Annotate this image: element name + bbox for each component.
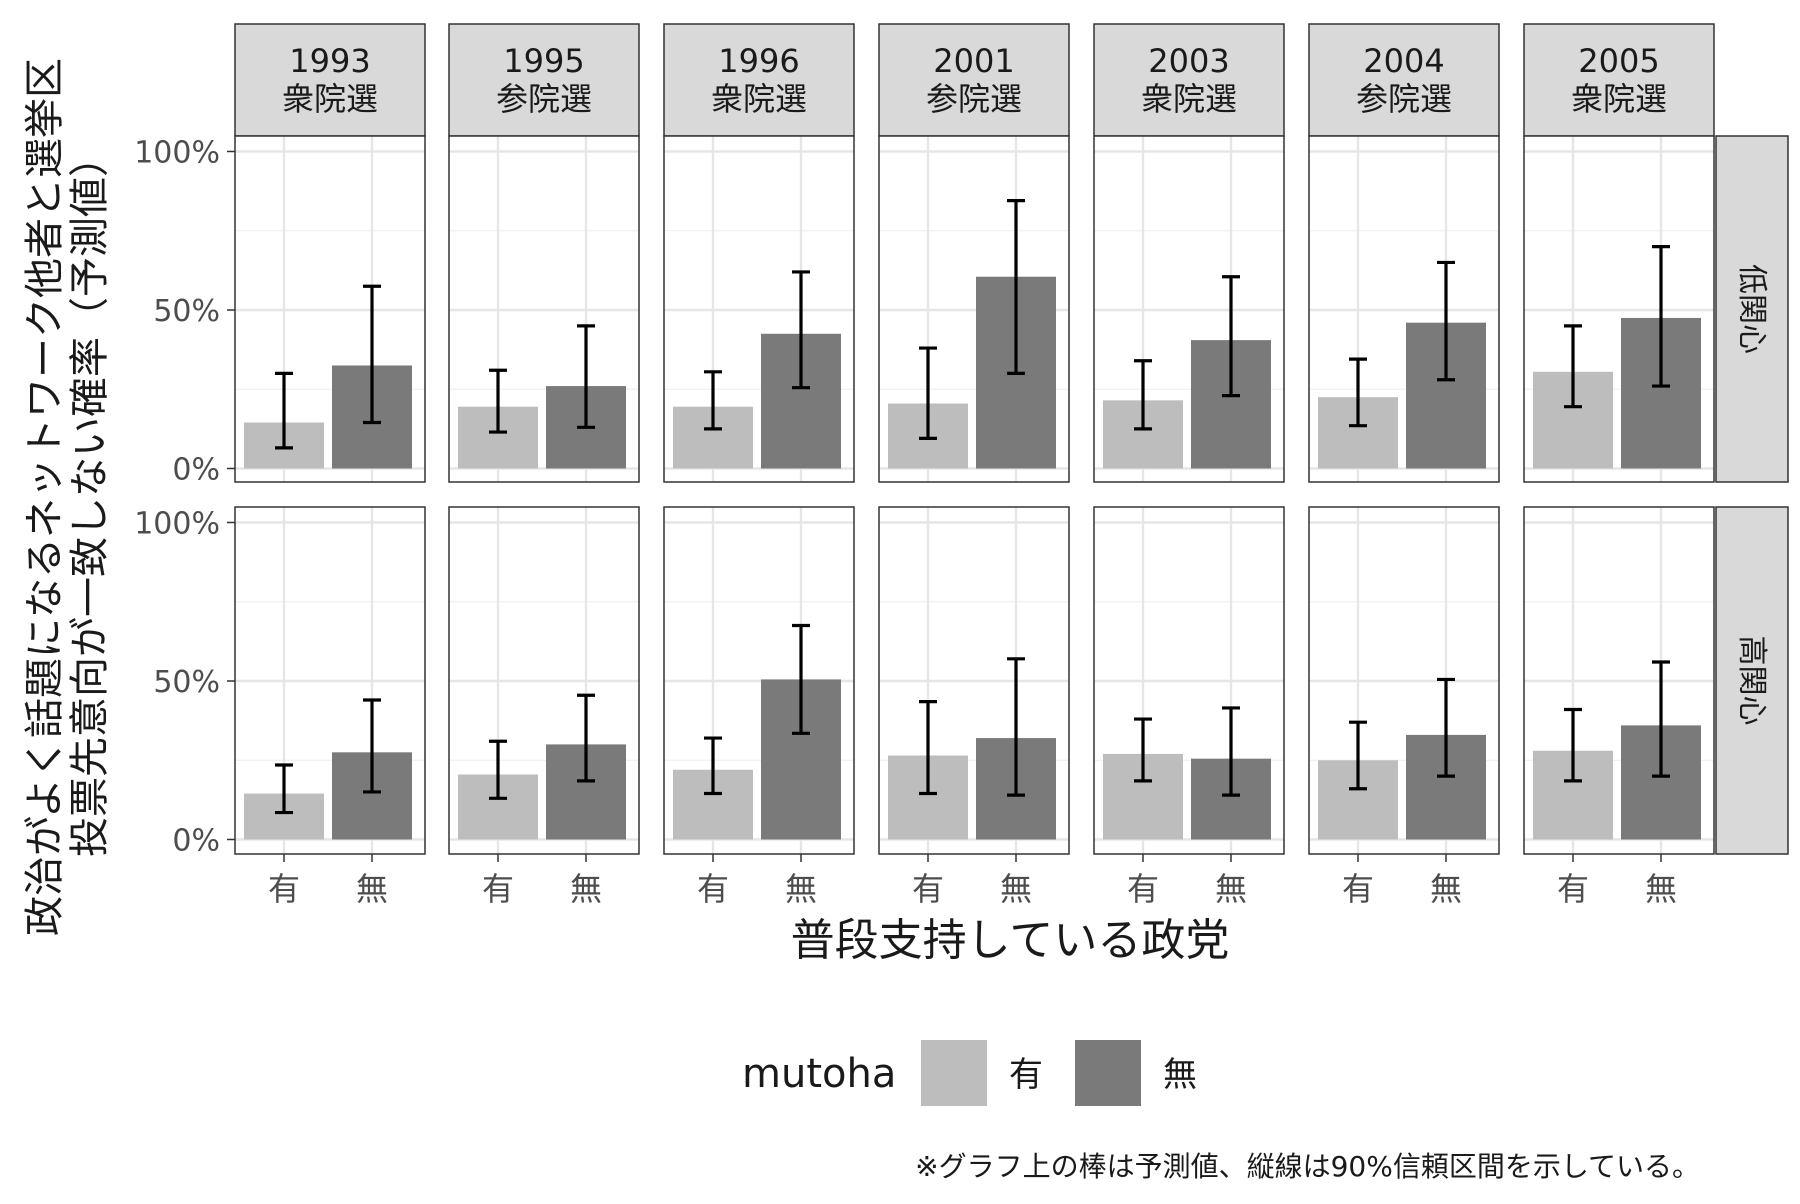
y-axis-title-line1: 政治がよく話題になるネットワーク他者と選挙区 — [22, 58, 68, 936]
facet-year-label: 2001 — [933, 42, 1014, 80]
panel-border — [878, 135, 1070, 483]
facet-election-label: 衆院選 — [282, 80, 378, 118]
facet-strip-5 — [1308, 23, 1500, 137]
x-tick-label: 無 — [1215, 870, 1247, 908]
y-tick-label: 50% — [153, 294, 220, 329]
facet-strip-4 — [1093, 23, 1285, 137]
x-tick-label: 有 — [1557, 870, 1589, 908]
legend-title: mutoha — [742, 1051, 896, 1097]
panel-border — [1523, 506, 1715, 855]
y-tick-label: 100% — [134, 507, 220, 542]
facet-year-label: 1993 — [289, 42, 370, 80]
x-tick-label: 無 — [356, 870, 388, 908]
panel-border — [448, 506, 640, 855]
y-tick-label: 50% — [153, 665, 220, 700]
facet-election-label: 衆院選 — [711, 80, 807, 118]
panel-border — [1308, 135, 1500, 483]
facet-election-label: 参院選 — [926, 80, 1022, 118]
facet-row-label: 低関心 — [1734, 264, 1769, 354]
x-tick-label: 無 — [1000, 870, 1032, 908]
panel-border — [234, 135, 426, 483]
panel-border — [663, 506, 855, 855]
caption: ※グラフ上の棒は予測値、縦線は90%信頼区間を示している。 — [915, 1150, 1700, 1183]
panel-border — [878, 506, 1070, 855]
facet-year-label: 2003 — [1148, 42, 1229, 80]
x-tick-label: 有 — [912, 870, 944, 908]
legend-swatch — [921, 1040, 987, 1106]
x-axis-title: 普段支持している政党 — [791, 915, 1230, 966]
x-tick-label: 有 — [1342, 870, 1374, 908]
x-tick-label: 有 — [482, 870, 514, 908]
facet-year-label: 1995 — [503, 42, 584, 80]
facet-election-label: 参院選 — [1356, 80, 1452, 118]
panel-border — [1093, 506, 1285, 855]
facet-strip-3 — [878, 23, 1070, 137]
facet-year-label: 1996 — [718, 42, 799, 80]
facet-strip-1 — [448, 23, 640, 137]
y-tick-label: 100% — [134, 136, 220, 171]
facet-election-label: 衆院選 — [1571, 80, 1667, 118]
x-tick-label: 有 — [697, 870, 729, 908]
panel-border — [663, 135, 855, 483]
facet-year-label: 2005 — [1578, 42, 1659, 80]
legend-swatch — [1075, 1040, 1141, 1106]
x-tick-label: 無 — [1430, 870, 1462, 908]
panel-border — [1523, 135, 1715, 483]
y-tick-label: 0% — [172, 453, 220, 488]
facet-row-strip-0 — [1715, 135, 1789, 483]
x-tick-label: 有 — [1127, 870, 1159, 908]
facet-election-label: 衆院選 — [1141, 80, 1237, 118]
panel-border — [448, 135, 640, 483]
x-tick-label: 無 — [570, 870, 602, 908]
facet-year-label: 2004 — [1363, 42, 1444, 80]
facet-strip-0 — [234, 23, 426, 137]
panel-border — [1308, 506, 1500, 855]
facet-election-label: 参院選 — [496, 80, 592, 118]
x-tick-label: 有 — [268, 870, 300, 908]
facet-row-label: 高関心 — [1734, 636, 1769, 726]
y-tick-label: 0% — [172, 824, 220, 859]
legend-label: 無 — [1163, 1055, 1197, 1095]
y-axis-title-line2: 投票先意向が一致しない確率（予測値） — [67, 137, 113, 857]
facet-strip-2 — [663, 23, 855, 137]
legend-label: 有 — [1009, 1055, 1043, 1095]
x-tick-label: 無 — [1645, 870, 1677, 908]
facet-row-strip-1 — [1715, 506, 1789, 855]
panel-border — [1093, 135, 1285, 483]
x-tick-label: 無 — [785, 870, 817, 908]
